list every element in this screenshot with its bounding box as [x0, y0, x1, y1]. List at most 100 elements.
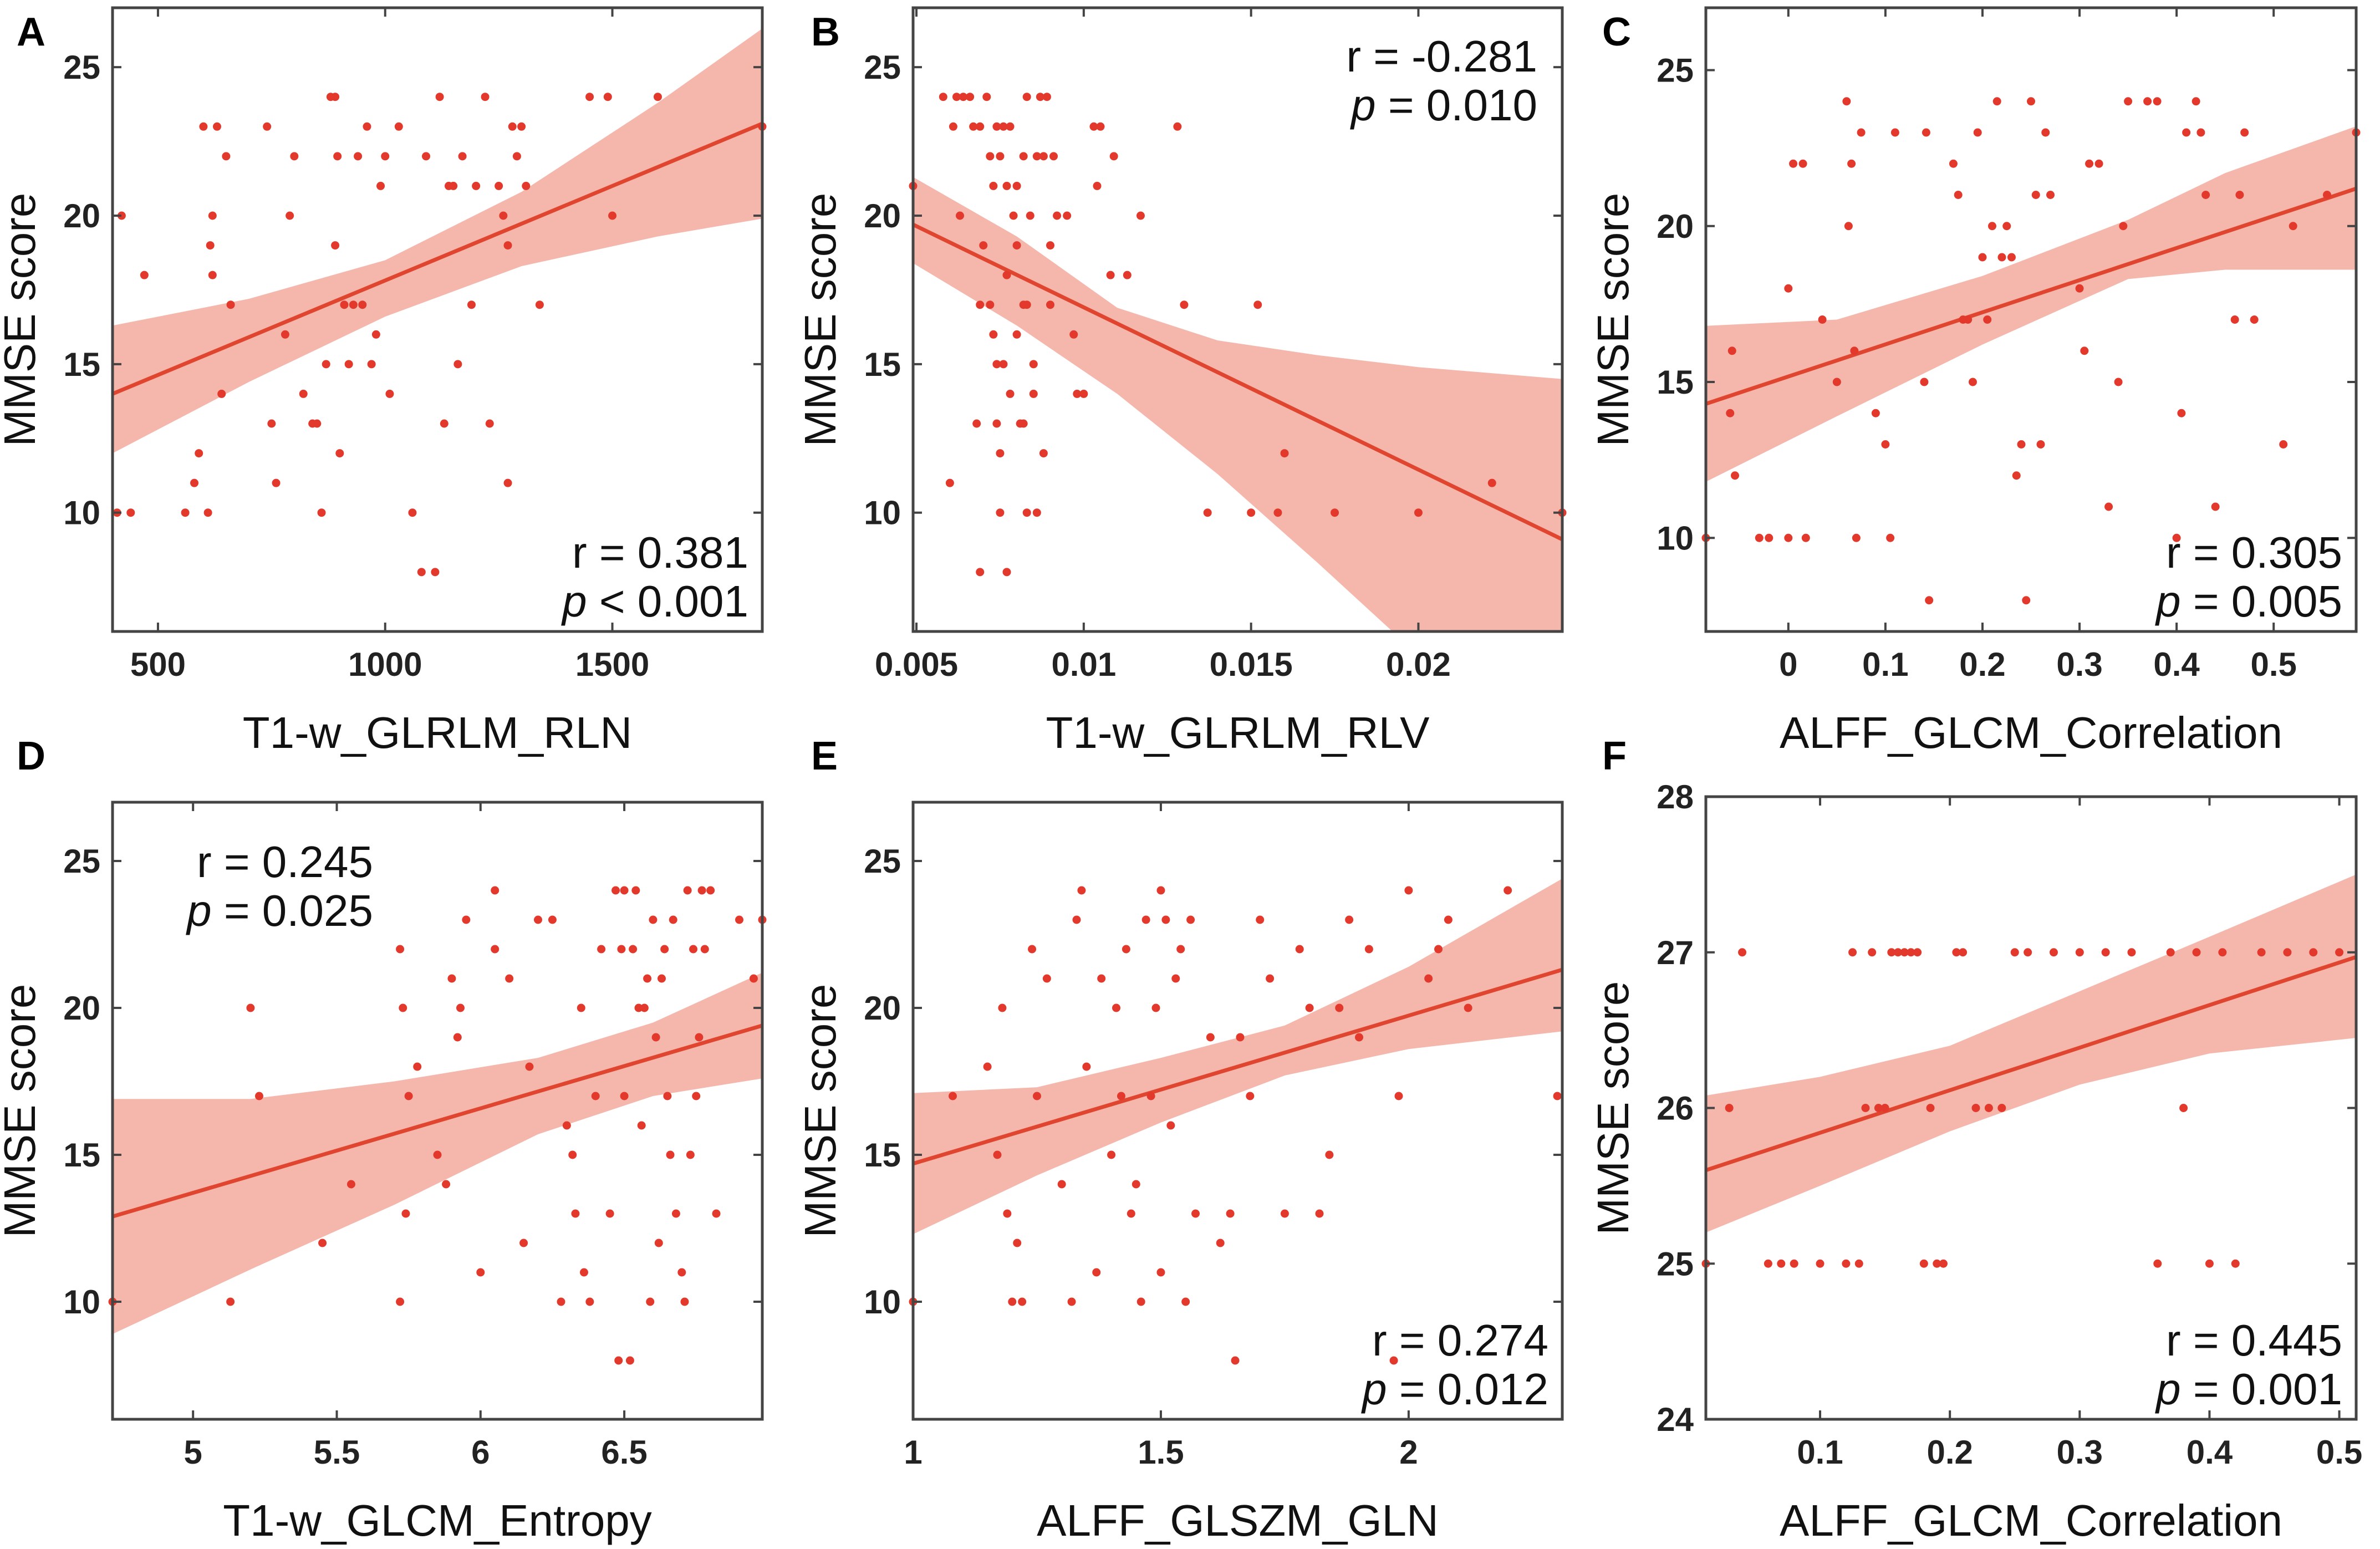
data-point: [949, 122, 957, 131]
p-value: p = 0.005: [2155, 577, 2342, 626]
data-point: [1335, 1003, 1344, 1012]
data-point: [1022, 300, 1031, 309]
data-point: [979, 241, 988, 250]
data-point: [2218, 948, 2227, 957]
data-point: [1089, 122, 1098, 131]
data-point: [1253, 300, 1262, 309]
data-point: [2279, 440, 2288, 449]
data-point: [1414, 508, 1423, 517]
data-point: [190, 478, 199, 487]
data-point: [1181, 1297, 1190, 1306]
data-point: [1063, 211, 1072, 220]
x-tick-label: 0: [1779, 646, 1797, 683]
regression-line: [913, 967, 1562, 1166]
data-point: [1053, 211, 1062, 220]
x-tick-label: 6.5: [601, 1434, 647, 1471]
data-point: [2211, 502, 2220, 511]
data-point: [1019, 419, 1028, 428]
data-point: [982, 93, 991, 101]
data-point: [2205, 1259, 2214, 1268]
data-point: [1042, 93, 1051, 101]
data-point: [1123, 271, 1132, 279]
data-point: [1156, 886, 1165, 895]
data-point: [1231, 1356, 1240, 1365]
confidence-band: [1706, 126, 2356, 482]
data-point: [1364, 945, 1373, 954]
data-point: [1854, 1259, 1863, 1268]
data-point: [1072, 915, 1081, 924]
data-point: [597, 945, 606, 954]
data-point: [949, 1092, 957, 1100]
data-point: [1818, 315, 1827, 324]
data-point: [2012, 471, 2021, 480]
plot-frame: [111, 6, 764, 633]
data-point: [1861, 1104, 1870, 1112]
data-point: [640, 1003, 649, 1012]
data-point: [1464, 1003, 1472, 1012]
data-point: [331, 241, 340, 250]
data-point: [2075, 284, 2084, 293]
data-point: [2177, 409, 2186, 417]
y-tick-label: 10: [63, 495, 100, 532]
data-point: [1069, 330, 1078, 339]
data-point: [1280, 1209, 1289, 1218]
x-tick-label: 6: [471, 1434, 490, 1471]
data-point: [993, 1150, 1002, 1159]
data-point: [562, 1121, 571, 1130]
data-point: [634, 1003, 643, 1012]
y-axis-label: MMSE score: [796, 984, 845, 1238]
x-tick-label: 1500: [575, 646, 649, 683]
data-point: [208, 211, 217, 220]
x-tick-label: 1.5: [1138, 1434, 1184, 1471]
data-point: [1765, 533, 1773, 542]
data-point: [1226, 1209, 1235, 1218]
y-tick-label: 20: [63, 990, 100, 1027]
data-point: [1844, 222, 1853, 231]
data-point: [683, 886, 692, 895]
data-point: [534, 915, 543, 924]
data-point: [1032, 152, 1041, 161]
data-point: [637, 1121, 646, 1130]
data-point: [568, 1150, 577, 1159]
p-value-text: < 0.001: [587, 577, 748, 626]
p-symbol: p: [561, 577, 587, 626]
data-point: [181, 508, 190, 517]
x-tick-label: 1: [904, 1434, 922, 1471]
x-tick-label: 0.01: [1051, 646, 1116, 683]
data-point: [1389, 1356, 1398, 1365]
data-point: [591, 1092, 600, 1100]
panel-letter: E: [811, 734, 838, 778]
data-point: [1983, 315, 1992, 324]
data-point: [1725, 1104, 1734, 1112]
data-point: [660, 945, 669, 954]
plot-frame: [1704, 6, 2358, 633]
data-point: [1755, 533, 1764, 542]
data-point: [749, 974, 758, 983]
data-point: [354, 152, 363, 161]
data-point: [579, 1268, 588, 1277]
chart-panel-d: 5 5.5 6 6.5 10 15 20 25 T1-w_GLCM_Entropy MMSE sc…: [0, 734, 767, 1545]
chart-panel-f: 0.1 0.2 0.3 0.4 0.5 24 25 26 27 28 ALFF_GLCM_Corre…: [1588, 734, 2362, 1545]
data-point: [435, 93, 444, 101]
data-point: [535, 300, 544, 309]
data-point: [1049, 152, 1058, 161]
data-point: [254, 1092, 263, 1100]
data-point: [1097, 974, 1106, 983]
data-point: [2024, 948, 2032, 957]
y-tick-label: 20: [63, 197, 100, 235]
data-point: [367, 360, 376, 369]
data-point: [318, 1239, 327, 1247]
data-point: [396, 1297, 405, 1306]
confidence-band: [1706, 874, 2356, 1233]
data-point: [1046, 300, 1054, 309]
data-point: [1079, 389, 1088, 398]
data-point: [203, 508, 212, 517]
y-tick-label: 24: [1657, 1401, 1694, 1438]
data-point: [976, 122, 985, 131]
data-point: [2192, 97, 2200, 106]
data-point: [2196, 128, 2205, 137]
data-point: [1186, 915, 1195, 924]
data-point: [333, 152, 342, 161]
data-point: [1191, 1209, 1200, 1218]
y-axis-label: MMSE score: [796, 193, 845, 447]
